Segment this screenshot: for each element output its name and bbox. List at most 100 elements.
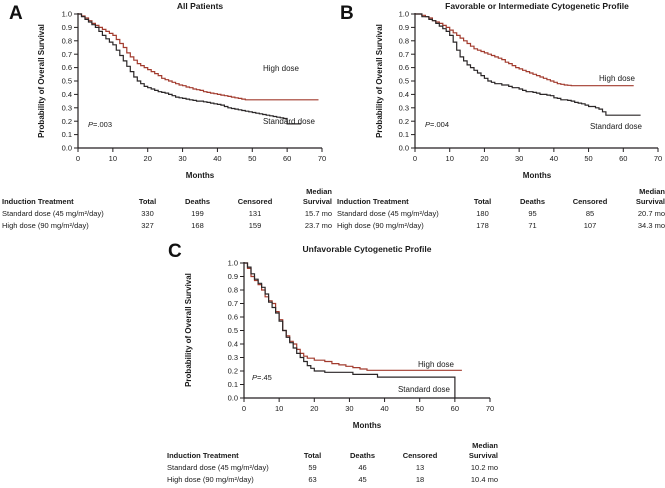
table-header-row: Induction Treatment Total Deaths Censore… [167, 441, 498, 461]
x-tick-label: 30 [178, 154, 186, 163]
survival-curve-standard-dose [415, 13, 641, 116]
cell-censored: 159 [248, 220, 262, 230]
x-tick-label: 70 [654, 154, 662, 163]
table-row: High dose (90 mg/m²/day) 178 71 107 34.3… [337, 221, 665, 231]
y-tick-label: 0.4 [399, 90, 409, 99]
panel-title: Favorable or Intermediate Cytogenetic Pr… [445, 1, 629, 11]
x-tick-label: 30 [515, 154, 523, 163]
cell-treatment: Standard dose (45 mg/m²/day) [337, 209, 439, 218]
cell-treatment: High dose (90 mg/m²/day) [337, 220, 424, 230]
cell-median: 10.4 mo [470, 474, 498, 484]
x-tick-label: 50 [584, 154, 592, 163]
cell-censored: 131 [248, 209, 262, 218]
x-axis-label: Months [523, 171, 552, 180]
y-tick-label: 0.1 [228, 380, 238, 389]
cell-deaths: 46 [358, 463, 367, 472]
cell-treatment: High dose (90 mg/m²/day) [2, 220, 89, 230]
cell-treatment: Standard dose (45 mg/m²/day) [167, 463, 269, 472]
cell-median: 23.7 mo [304, 220, 332, 230]
y-tick-label: 0.8 [399, 36, 409, 45]
x-tick-label: 60 [451, 404, 459, 413]
series-label-high-dose: High dose [599, 74, 636, 83]
col-header-median: Median Survival [302, 187, 332, 206]
table-header-row: Induction Treatment Total Deaths Censore… [2, 187, 332, 207]
panel-b-letter: B [340, 3, 354, 24]
cell-deaths: 71 [528, 220, 537, 230]
panel-c-table: Induction Treatment Total Deaths Censore… [167, 441, 498, 485]
col-header-censored: Censored [402, 451, 438, 460]
y-tick-label: 0.5 [228, 326, 238, 335]
col-header-total: Total [473, 197, 492, 206]
col-header-deaths: Deaths [349, 451, 375, 460]
y-tick-label: 0.6 [399, 63, 409, 72]
cell-censored: 85 [585, 209, 595, 218]
panel-title: Unfavorable Cytogenetic Profile [303, 244, 432, 254]
x-tick-label: 0 [76, 154, 80, 163]
y-tick-label: 0.1 [399, 130, 409, 139]
table-row: High dose (90 mg/m²/day) 327 168 159 23.… [2, 221, 332, 231]
y-tick-label: 0.5 [62, 77, 72, 86]
cell-censored: 107 [583, 220, 597, 230]
survival-curve-high-dose [415, 13, 634, 87]
col-header-treatment: Induction Treatment [337, 197, 409, 206]
x-tick-label: 70 [486, 404, 494, 413]
cell-deaths: 45 [358, 474, 367, 484]
survival-curve-standard-dose [78, 13, 302, 125]
x-tick-label: 40 [213, 154, 221, 163]
cell-total: 180 [476, 209, 489, 218]
y-tick-label: 0.8 [228, 286, 238, 295]
y-tick-label: 0.6 [228, 313, 238, 322]
x-tick-label: 30 [345, 404, 353, 413]
x-tick-label: 50 [248, 154, 256, 163]
cell-treatment: High dose (90 mg/m²/day) [167, 474, 254, 484]
series-label-standard-dose: Standard dose [590, 122, 643, 131]
col-header-censored: Censored [572, 197, 608, 206]
y-tick-label: 0.9 [62, 23, 72, 32]
x-tick-label: 60 [283, 154, 291, 163]
cell-censored: 13 [415, 463, 425, 472]
panel-b-chart: 0.0 0.1 0.2 0.3 0.4 0.5 0.6 0.7 0.8 0.9 1.0 0 10 20 30… [375, 1, 662, 180]
series-label-standard-dose: Standard dose [263, 117, 316, 126]
x-tick-label: 40 [380, 404, 388, 413]
x-tick-label: 20 [480, 154, 488, 163]
y-tick-label: 1.0 [62, 10, 72, 19]
panel-title: All Patients [177, 1, 224, 11]
cell-deaths: 168 [191, 220, 204, 230]
cell-deaths: 199 [191, 209, 204, 218]
y-tick-label: 0.8 [62, 36, 72, 45]
series-label-standard-dose: Standard dose [398, 385, 451, 394]
y-tick-label: 0.3 [399, 103, 409, 112]
y-tick-label: 1.0 [228, 259, 238, 268]
cell-deaths: 95 [528, 209, 537, 218]
y-axis-label: Probability of Overall Survival [375, 24, 384, 138]
col-header-deaths: Deaths [184, 197, 210, 206]
cell-total: 327 [141, 220, 154, 230]
y-tick-label: 0.3 [62, 103, 72, 112]
x-tick-label: 10 [275, 404, 283, 413]
panel-b-table: Induction Treatment Total Deaths Censore… [337, 187, 665, 231]
x-tick-label: 20 [310, 404, 318, 413]
cell-total: 63 [308, 474, 317, 484]
panel-a-table: Induction Treatment Total Deaths Censore… [2, 187, 332, 231]
y-tick-label: 0.7 [228, 299, 238, 308]
table-row: Standard dose (45 mg/m²/day) 180 95 85 2… [337, 209, 665, 219]
y-axis-label: Probability of Overall Survival [184, 273, 193, 387]
p-value-label: P=.45 [252, 373, 272, 382]
y-tick-label: 0.0 [399, 144, 409, 153]
y-tick-label: 0.5 [399, 77, 409, 86]
y-tick-label: 0.2 [399, 117, 409, 126]
cell-total: 330 [141, 209, 154, 218]
x-tick-label: 70 [318, 154, 326, 163]
cell-treatment: Standard dose (45 mg/m²/day) [2, 209, 104, 218]
cell-censored: 18 [415, 474, 425, 484]
col-header-treatment: Induction Treatment [167, 451, 239, 460]
panel-a-letter: A [9, 3, 23, 24]
col-header-total: Total [303, 451, 322, 460]
y-tick-label: 0.3 [228, 353, 238, 362]
p-value-label: P=.003 [88, 120, 112, 129]
y-tick-label: 0.9 [228, 272, 238, 281]
cell-total: 178 [476, 220, 489, 230]
table-header-row: Induction Treatment Total Deaths Censore… [337, 187, 665, 207]
col-header-median: Median Survival [468, 441, 498, 460]
